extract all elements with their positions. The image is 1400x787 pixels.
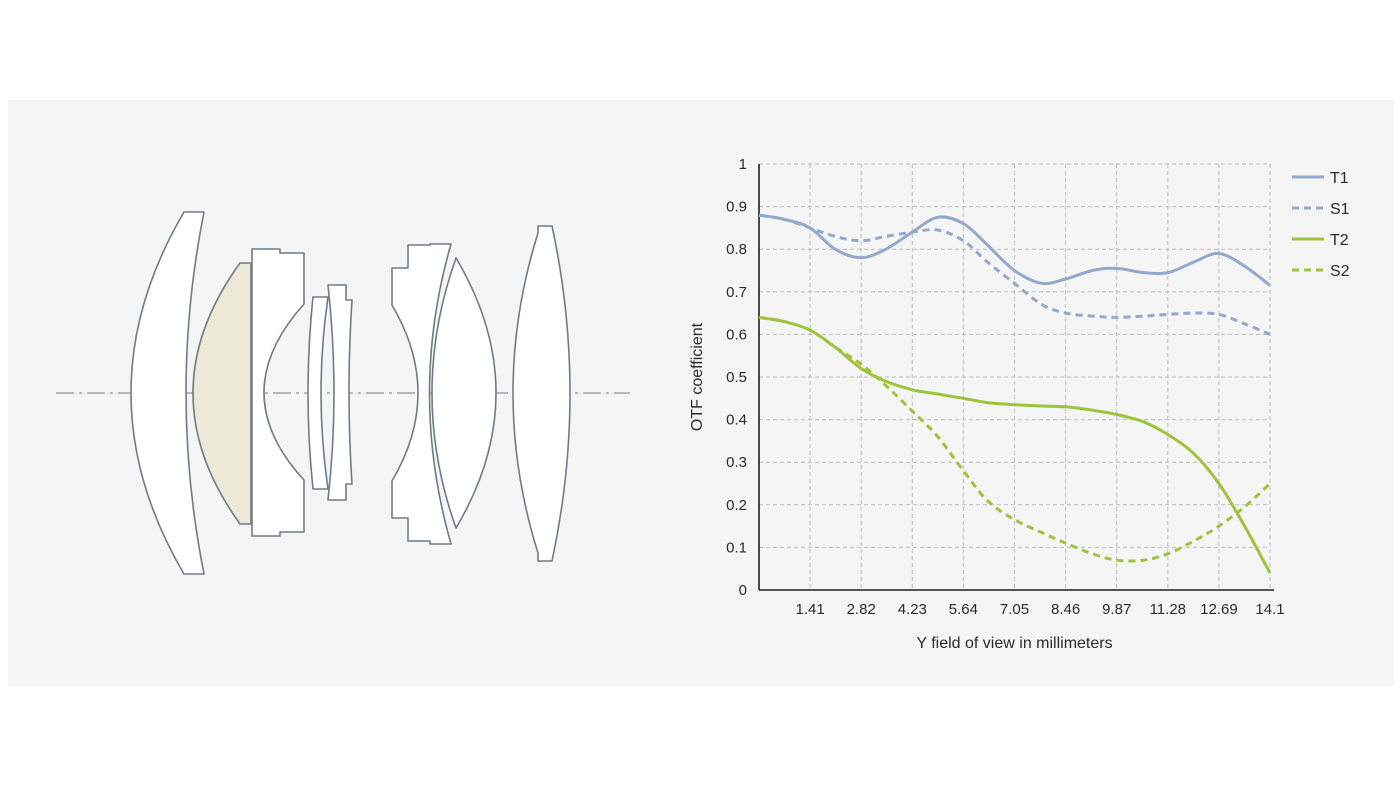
y-tick-label: 1: [739, 156, 747, 173]
x-tick-label: 8.46: [1051, 601, 1080, 618]
x-tick-label: 1.41: [795, 601, 824, 618]
x-tick-label: 14.1: [1255, 601, 1284, 618]
lens-element-5: [327, 284, 353, 501]
series-line-s1: [758, 213, 1271, 336]
y-tick-label: 0: [739, 582, 747, 599]
lens-element-7: [431, 257, 497, 529]
y-tick-label: 0.6: [726, 326, 747, 343]
x-tick-label: 12.69: [1200, 601, 1238, 618]
y-tick-label: 0.5: [726, 369, 747, 386]
x-tick-label: 11.28: [1150, 601, 1186, 618]
legend-label-t2: T2: [1330, 232, 1349, 249]
lens-element-4: [307, 296, 329, 490]
legend: T1 S1 T2 S2: [1292, 170, 1350, 280]
y-tick-label: 0.2: [726, 497, 747, 514]
series-line-t1: [758, 213, 1271, 287]
y-tick-label: 0.9: [726, 199, 747, 216]
axes: [758, 164, 1274, 591]
x-tick-label: 4.23: [898, 601, 927, 618]
series-lines: [758, 213, 1272, 574]
lens-element-1: [130, 211, 205, 575]
legend-label-s1: S1: [1330, 201, 1350, 218]
series-line-t2: [758, 315, 1272, 574]
lens-element-6: [391, 243, 452, 545]
series-line-s2: [758, 315, 1272, 563]
grid-lines: [759, 163, 1271, 590]
x-tick-label: 9.87: [1102, 601, 1131, 618]
x-tick-label: 5.64: [949, 601, 978, 618]
y-tick-label: 0.4: [726, 412, 747, 429]
otf-chart: 1.41 2.82 4.23 5.64 7.05 8.46 9.87 11.28 12.69 14…: [689, 156, 1350, 652]
figure-panel: 1.41 2.82 4.23 5.64 7.05 8.46 9.87 11.28 12.69 14…: [8, 100, 1394, 686]
y-axis-title: OTF coefficient: [689, 322, 706, 431]
legend-label-t1: T1: [1330, 170, 1349, 187]
x-tick-labels: 1.41 2.82 4.23 5.64 7.05 8.46 9.87 11.28 12.69 14…: [795, 601, 1284, 618]
x-axis-title: Y field of view in millimeters: [916, 635, 1112, 652]
lens-element-2-special-glass: [192, 262, 252, 525]
lens-element-8: [512, 225, 571, 562]
y-tick-labels: 0 0.1 0.2 0.3 0.4 0.5 0.6 0.7 0.8 0.9 1: [726, 156, 747, 599]
x-tick-label: 2.82: [847, 601, 876, 618]
y-tick-label: 0.1: [726, 539, 747, 556]
lens-element-3: [251, 248, 305, 537]
y-tick-label: 0.8: [726, 241, 747, 258]
lens-cross-section-diagram: [56, 211, 630, 575]
y-tick-label: 0.3: [726, 454, 747, 471]
x-tick-label: 7.05: [1000, 601, 1029, 618]
legend-label-s2: S2: [1330, 263, 1350, 280]
y-tick-label: 0.7: [726, 284, 747, 301]
